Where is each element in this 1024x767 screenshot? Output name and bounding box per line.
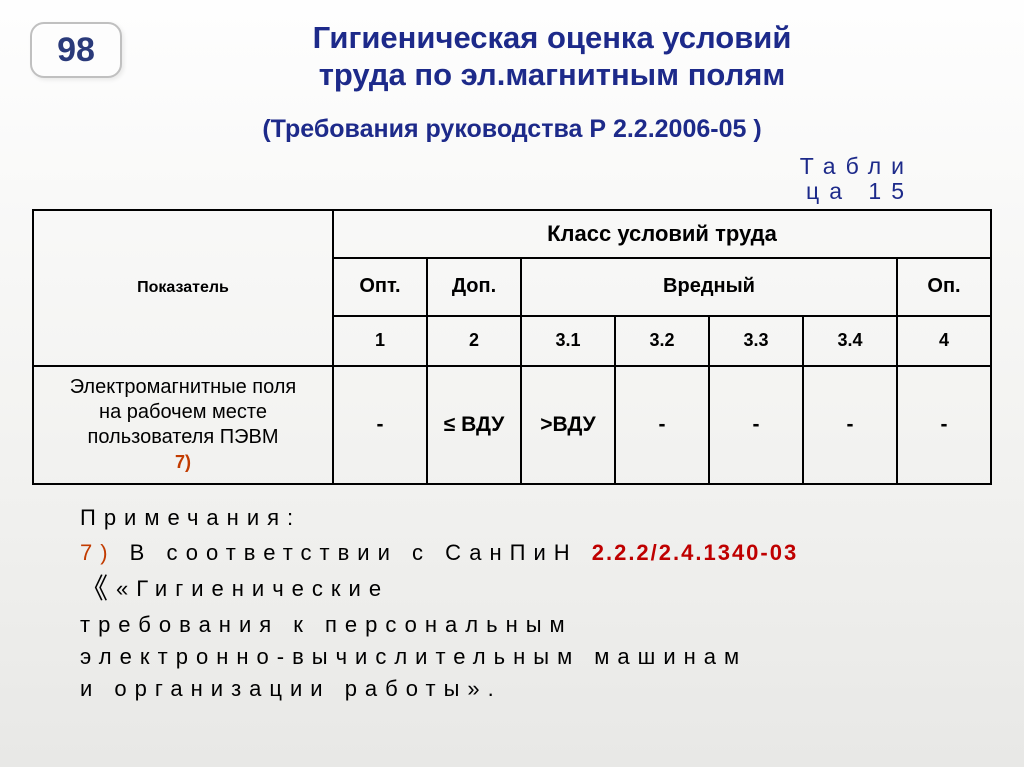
cell-4: - — [897, 366, 991, 484]
note-7-body-l1: 《«Гигиенические — [80, 569, 970, 610]
col-32-header: 3.2 — [615, 316, 709, 366]
col-op-header: Оп. — [897, 258, 991, 316]
cell-34: - — [803, 366, 897, 484]
table-row: Электромагнитные поля на рабочем месте п… — [33, 366, 991, 484]
col-dop-header: Доп. — [427, 258, 521, 316]
row-indicator-label: Электромагнитные поля на рабочем месте п… — [33, 366, 333, 484]
note-7-body-l4: и организации работы». — [80, 673, 970, 705]
col-1-header: 1 — [333, 316, 427, 366]
cell-32: - — [615, 366, 709, 484]
row-label-l2: на рабочем месте — [99, 401, 267, 423]
col-indicator-header: Показатель — [33, 210, 333, 366]
title-line-2: труда по эл.магнитным полям — [319, 57, 786, 92]
col-4-header: 4 — [897, 316, 991, 366]
table-caption: Табли ца 15 — [30, 154, 914, 205]
open-quote-icon: 《 — [80, 573, 116, 604]
cell-1: - — [333, 366, 427, 484]
page-title: Гигиеническая оценка условий труда по эл… — [30, 8, 994, 93]
cell-2: ≤ ВДУ — [427, 366, 521, 484]
classification-table: Показатель Класс условий труда Опт. Доп.… — [32, 209, 992, 485]
table-caption-l2: ца 15 — [806, 178, 914, 204]
title-line-1: Гигиеническая оценка условий — [313, 20, 792, 55]
row-label-l3: пользователя ПЭВМ — [88, 426, 279, 448]
note-7-body-l2: требования к персональным — [80, 609, 970, 641]
col-31-header: 3.1 — [521, 316, 615, 366]
notes-block: Примечания: 7) В соответствии с СанПиН 2… — [80, 505, 970, 705]
col-vred-header: Вредный — [521, 258, 897, 316]
note-7-number: 7) — [80, 540, 116, 565]
subtitle: (Требования руководства Р 2.2.2006-05 ) — [30, 115, 994, 144]
cell-31: >ВДУ — [521, 366, 615, 484]
note-7-body-l3: электронно-вычислительным машинам — [80, 641, 970, 673]
col-34-header: 3.4 — [803, 316, 897, 366]
notes-label: Примечания: — [80, 505, 970, 531]
slide: 98 Гигиеническая оценка условий труда по… — [0, 0, 1024, 767]
table-caption-l1: Табли — [800, 153, 914, 179]
note-7-reference: 2.2.2/2.4.1340-03 — [592, 540, 798, 565]
row-label-l1: Электромагнитные поля — [70, 376, 297, 398]
row-footnote-mark: 7) — [175, 452, 191, 472]
col-2-header: 2 — [427, 316, 521, 366]
slide-number-badge: 98 — [30, 22, 122, 78]
col-opt-header: Опт. — [333, 258, 427, 316]
col-class-group-header: Класс условий труда — [333, 210, 991, 258]
note-7-body-l1-text: «Гигиенические — [116, 576, 389, 601]
note-7: 7) В соответствии с СанПиН 2.2.2/2.4.134… — [80, 537, 970, 569]
cell-33: - — [709, 366, 803, 484]
note-7-pre: В соответствии с СанПиН — [116, 540, 592, 565]
col-33-header: 3.3 — [709, 316, 803, 366]
slide-number: 98 — [57, 31, 95, 70]
